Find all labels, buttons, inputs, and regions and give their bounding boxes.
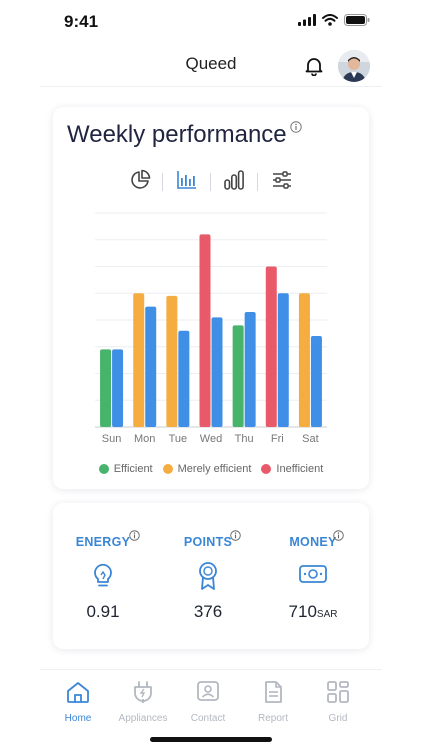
plug-icon xyxy=(134,681,152,703)
tab-grid-label: Grid xyxy=(328,713,348,724)
stat-points-value: 376 xyxy=(158,602,258,622)
performance-title: Weekly performance xyxy=(67,121,287,148)
legend-dot-inefficient xyxy=(261,464,272,474)
info-icon[interactable] xyxy=(129,530,140,541)
bar-thu-efficient[interactable] xyxy=(232,325,244,427)
column-chart-icon[interactable] xyxy=(223,169,245,191)
grid-icon xyxy=(327,681,349,703)
filter-sliders-icon[interactable] xyxy=(271,169,293,191)
bar-wed-inefficient[interactable] xyxy=(199,234,211,427)
signal-icon xyxy=(298,14,316,26)
stat-money-number: 710 xyxy=(288,602,317,621)
home-icon xyxy=(67,682,89,703)
stat-points-label: POINTS xyxy=(183,535,233,549)
tab-report[interactable]: Report xyxy=(238,680,308,724)
wifi-icon xyxy=(322,14,338,26)
tab-home-label: Home xyxy=(64,713,92,724)
legend-label-inefficient: Inefficient xyxy=(276,463,324,475)
bar-fri-inefficient[interactable] xyxy=(265,266,277,428)
legend-dot-efficient xyxy=(98,464,109,474)
chart-toolbar xyxy=(125,169,305,195)
toolbar-divider xyxy=(210,173,211,191)
performance-card: Weekly performance xyxy=(53,107,369,489)
stat-points-number: 376 xyxy=(193,602,223,621)
stat-energy-number: 0.91 xyxy=(86,602,120,621)
tab-appliances-label: Appliances xyxy=(118,713,168,724)
bar-fri-usage[interactable] xyxy=(277,293,289,427)
chart-legend: Efficient Merely efficient Inefficient xyxy=(53,463,369,475)
legend-item-merely-efficient: Merely efficient xyxy=(162,463,252,475)
bar-mon-merely-efficient[interactable] xyxy=(133,293,145,427)
toolbar-divider xyxy=(257,173,258,191)
tab-bar: Home Appliances Contact Report xyxy=(40,669,382,730)
stat-money-label: MONEY xyxy=(289,535,337,549)
avatar[interactable] xyxy=(338,50,370,82)
x-tick-label: Mon xyxy=(134,433,155,445)
bar-sun-usage[interactable] xyxy=(112,349,124,427)
x-tick-label: Fri xyxy=(271,433,284,445)
x-tick-label: Tue xyxy=(169,433,188,445)
stat-money-value: 710SAR xyxy=(263,602,363,622)
legend-item-inefficient: Inefficient xyxy=(261,463,323,475)
x-tick-label: Thu xyxy=(235,433,254,445)
stat-energy[interactable]: ENERGY 0.91 xyxy=(53,503,153,649)
status-icons xyxy=(298,14,370,26)
stat-energy-label: ENERGY xyxy=(75,535,131,549)
bar-tue-merely-efficient[interactable] xyxy=(166,295,178,427)
x-tick-label: Sun xyxy=(102,433,122,445)
toolbar-divider xyxy=(162,173,163,191)
tab-grid[interactable]: Grid xyxy=(303,680,373,724)
bar-sat-usage[interactable] xyxy=(310,336,322,427)
info-icon[interactable] xyxy=(333,530,344,541)
battery-icon xyxy=(344,14,370,26)
bar-chart-icon[interactable] xyxy=(176,169,198,191)
tab-contact[interactable]: Contact xyxy=(173,680,243,724)
bar-mon-usage[interactable] xyxy=(145,306,157,427)
stat-money[interactable]: MONEY 710SAR xyxy=(263,503,363,649)
bar-wed-usage[interactable] xyxy=(211,317,223,427)
weekly-bar-chart: Sun Mon Tue Wed Thu Fri Sat xyxy=(95,212,327,445)
contact-icon xyxy=(197,681,219,701)
status-bar: 9:41 xyxy=(0,0,422,44)
app-title: Queed xyxy=(185,54,237,73)
stat-points[interactable]: POINTS 376 xyxy=(158,503,258,649)
home-indicator xyxy=(150,737,272,742)
bar-thu-usage[interactable] xyxy=(244,311,256,427)
legend-dot-merely-efficient xyxy=(162,464,173,474)
x-tick-label: Sat xyxy=(302,433,319,445)
pie-chart-icon[interactable] xyxy=(129,169,151,191)
tab-report-label: Report xyxy=(257,713,288,724)
bar-sat-merely-efficient[interactable] xyxy=(298,293,310,427)
legend-label-merely-efficient: Merely efficient xyxy=(177,463,252,475)
tab-contact-label: Contact xyxy=(190,713,226,724)
stats-card: ENERGY 0.91 POINTS 376 MONEY xyxy=(53,503,369,649)
stat-money-unit: SAR xyxy=(316,609,338,620)
x-tick-label: Wed xyxy=(200,433,222,445)
tab-home[interactable]: Home xyxy=(43,680,113,724)
info-icon[interactable] xyxy=(290,121,302,133)
report-icon xyxy=(265,681,282,703)
stat-energy-value: 0.91 xyxy=(53,602,153,622)
status-time: 9:41 xyxy=(64,12,99,31)
info-icon[interactable] xyxy=(230,530,241,541)
header-divider xyxy=(40,86,382,87)
award-ribbon-icon xyxy=(199,562,217,590)
tab-appliances[interactable]: Appliances xyxy=(108,680,178,724)
bar-tue-usage[interactable] xyxy=(178,330,190,427)
legend-label-efficient: Efficient xyxy=(113,463,153,475)
app-header: Queed xyxy=(0,44,422,86)
money-icon xyxy=(299,565,327,583)
legend-item-efficient: Efficient xyxy=(98,463,153,475)
lightbulb-icon xyxy=(94,563,112,587)
bell-icon[interactable] xyxy=(304,56,324,76)
bar-sun-efficient[interactable] xyxy=(100,349,112,427)
user-avatar-icon xyxy=(338,50,370,82)
